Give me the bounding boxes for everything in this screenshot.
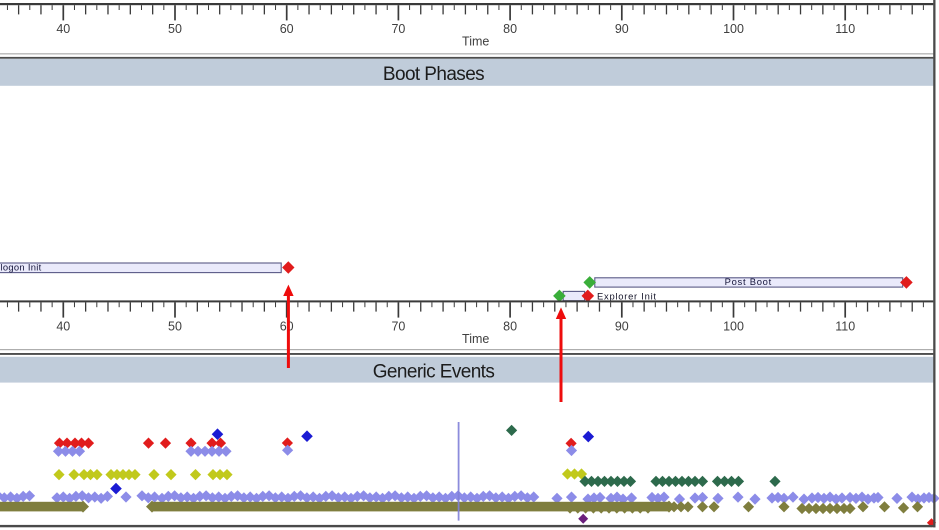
svg-text:80: 80 (503, 22, 517, 36)
svg-text:Boot Phases: Boot Phases (383, 64, 484, 85)
svg-text:70: 70 (391, 22, 405, 36)
svg-text:60: 60 (280, 320, 294, 334)
svg-text:40: 40 (56, 320, 70, 334)
svg-text:90: 90 (615, 320, 629, 334)
svg-text:70: 70 (391, 320, 405, 334)
svg-text:50: 50 (168, 22, 182, 36)
svg-text:Time: Time (462, 332, 489, 346)
svg-text:logon Init: logon Init (1, 262, 42, 273)
svg-text:60: 60 (280, 22, 294, 36)
svg-text:40: 40 (56, 22, 70, 36)
svg-text:110: 110 (835, 320, 855, 334)
svg-text:Explorer Init: Explorer Init (597, 291, 657, 302)
svg-text:Time: Time (462, 35, 489, 49)
svg-text:Post Boot: Post Boot (725, 276, 772, 287)
svg-text:110: 110 (835, 22, 855, 36)
svg-text:80: 80 (503, 320, 517, 334)
svg-text:90: 90 (615, 22, 629, 36)
svg-text:100: 100 (723, 320, 744, 334)
svg-text:Generic Events: Generic Events (373, 361, 495, 382)
svg-text:50: 50 (168, 320, 182, 334)
svg-text:100: 100 (723, 22, 744, 36)
